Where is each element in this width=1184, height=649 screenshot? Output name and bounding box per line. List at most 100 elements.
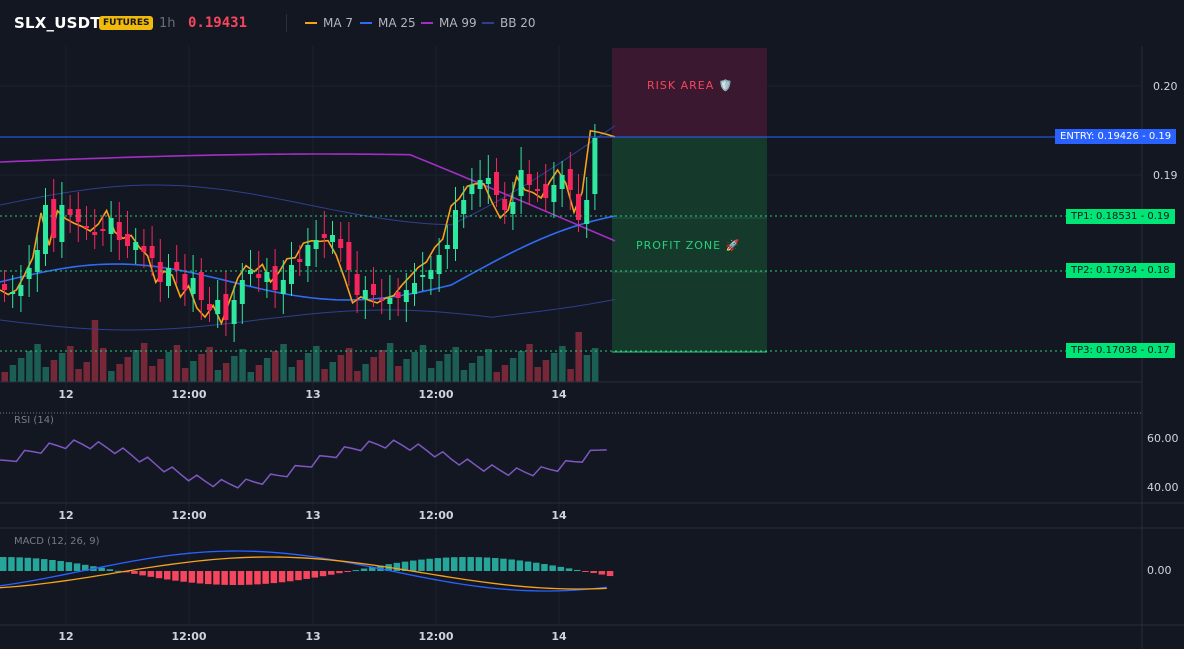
macd-hist-bar bbox=[8, 557, 15, 571]
macd-time-tick-13: 13 bbox=[305, 630, 321, 643]
legend-ma7-label: MA 7 bbox=[323, 16, 354, 30]
macd-hist-bar bbox=[582, 571, 589, 572]
volume-bar bbox=[99, 348, 107, 382]
volume-bar bbox=[67, 346, 74, 382]
rsi-path bbox=[0, 439, 607, 489]
candle-body bbox=[444, 245, 450, 249]
volume-bars bbox=[1, 320, 599, 382]
price-tick-019: 0.19 bbox=[1153, 169, 1178, 182]
volume-bar bbox=[181, 368, 189, 382]
volume-bar bbox=[354, 371, 361, 382]
candle-body bbox=[59, 205, 65, 242]
ma25-line bbox=[0, 215, 616, 301]
volume-bar bbox=[559, 346, 566, 382]
volume-bar bbox=[304, 353, 312, 382]
candle-body bbox=[387, 298, 393, 304]
macd-hist-bar bbox=[360, 568, 368, 571]
legend-ma25[interactable]: MA 25 bbox=[360, 16, 416, 30]
time-tick-12: 12 bbox=[58, 388, 74, 401]
candle-body bbox=[166, 268, 171, 286]
tp1-tag[interactable]: TP1: 0.18531 - 0.19 bbox=[1066, 209, 1175, 224]
candle-body bbox=[108, 218, 114, 234]
candle-body bbox=[428, 270, 434, 279]
candle-body bbox=[395, 292, 401, 298]
tp3-tag-label: TP3: 0.17038 bbox=[1071, 345, 1138, 356]
volume-bar bbox=[198, 354, 205, 382]
macd-hist-bar bbox=[328, 571, 335, 575]
candle-body bbox=[18, 285, 24, 296]
volume-bar bbox=[157, 359, 164, 382]
tp1-tag-label: TP1: 0.18531 bbox=[1071, 211, 1138, 222]
volume-bar bbox=[296, 360, 304, 382]
symbol-label[interactable]: SLX_USDT bbox=[14, 14, 101, 32]
volume-bar bbox=[58, 353, 66, 382]
volume-bar bbox=[321, 369, 328, 382]
macd-hist-bar bbox=[508, 559, 515, 571]
macd-hist-bar bbox=[98, 567, 105, 571]
macd-hist-bar bbox=[82, 564, 89, 571]
volume-bar bbox=[34, 344, 41, 382]
legend-ma25-label: MA 25 bbox=[378, 16, 416, 30]
volume-bar bbox=[395, 366, 402, 382]
legend-bb20-label: BB 20 bbox=[500, 16, 536, 30]
header-divider bbox=[286, 14, 287, 32]
candle-body bbox=[412, 283, 417, 294]
candle-body bbox=[75, 209, 81, 222]
ma99-line bbox=[0, 153, 616, 242]
macd-hist-bar bbox=[287, 571, 294, 582]
volume-bar bbox=[222, 363, 230, 382]
volume-bar bbox=[362, 364, 369, 382]
macd-tick-0: 0.00 bbox=[1147, 564, 1172, 577]
time-tick-13: 13 bbox=[305, 388, 321, 401]
candle-body bbox=[239, 280, 245, 304]
entry-tag[interactable]: ENTRY: 0.19426 - 0.19 bbox=[1055, 129, 1177, 144]
volume-bar bbox=[280, 344, 287, 382]
candle-body bbox=[92, 232, 98, 235]
volume-bar bbox=[550, 353, 558, 382]
candle-body bbox=[125, 234, 130, 246]
moving-averages bbox=[0, 129, 616, 326]
rsi-tick-40: 40.00 bbox=[1147, 481, 1179, 494]
macd-line bbox=[0, 550, 607, 592]
volume-bar bbox=[132, 350, 140, 382]
macd-hist-bar bbox=[24, 557, 32, 571]
macd-hist-bar bbox=[483, 557, 491, 571]
volume-bar bbox=[591, 348, 599, 382]
candle-body bbox=[272, 266, 278, 290]
volume-bar bbox=[427, 368, 435, 382]
candle-body bbox=[543, 184, 549, 198]
legend-ma99[interactable]: MA 99 bbox=[421, 16, 477, 30]
candle-body bbox=[174, 262, 180, 270]
volume-bar bbox=[518, 351, 525, 382]
macd-hist-bar bbox=[565, 568, 573, 571]
macd-hist-bar bbox=[467, 557, 474, 571]
volume-bar bbox=[26, 351, 33, 382]
rsi-time-tick-14: 14 bbox=[551, 509, 567, 522]
macd-hist-bar bbox=[196, 571, 204, 584]
candle-body bbox=[567, 169, 573, 190]
candle-body bbox=[354, 274, 360, 295]
volume-bar bbox=[173, 345, 181, 382]
timeframe-label[interactable]: 1h bbox=[159, 16, 176, 31]
rsi-title[interactable]: RSI (14) bbox=[14, 415, 54, 426]
macd-hist-bar bbox=[246, 571, 253, 585]
macd-hist-bar bbox=[278, 571, 286, 583]
grid-lines bbox=[0, 46, 1142, 625]
tp3-tag[interactable]: TP3: 0.17038 - 0.17 bbox=[1066, 343, 1175, 358]
macd-hist-bar bbox=[295, 571, 302, 581]
macd-title[interactable]: MACD (12, 26, 9) bbox=[14, 536, 100, 547]
macd-signal-line bbox=[0, 556, 607, 590]
legend-ma7[interactable]: MA 7 bbox=[305, 16, 353, 30]
ma25-swatch-icon bbox=[360, 22, 372, 24]
macd-indicator bbox=[0, 550, 614, 592]
legend-bb20[interactable]: BB 20 bbox=[482, 16, 536, 30]
volume-bar bbox=[468, 363, 476, 382]
ma99-swatch-icon bbox=[421, 22, 433, 24]
volume-bar bbox=[501, 365, 509, 382]
bb20-swatch-icon bbox=[482, 22, 494, 24]
tp2-tag[interactable]: TP2: 0.17934 - 0.18 bbox=[1066, 263, 1175, 278]
last-price: 0.19431 bbox=[188, 15, 248, 31]
candle-body bbox=[198, 272, 204, 300]
volume-bar bbox=[477, 356, 484, 382]
